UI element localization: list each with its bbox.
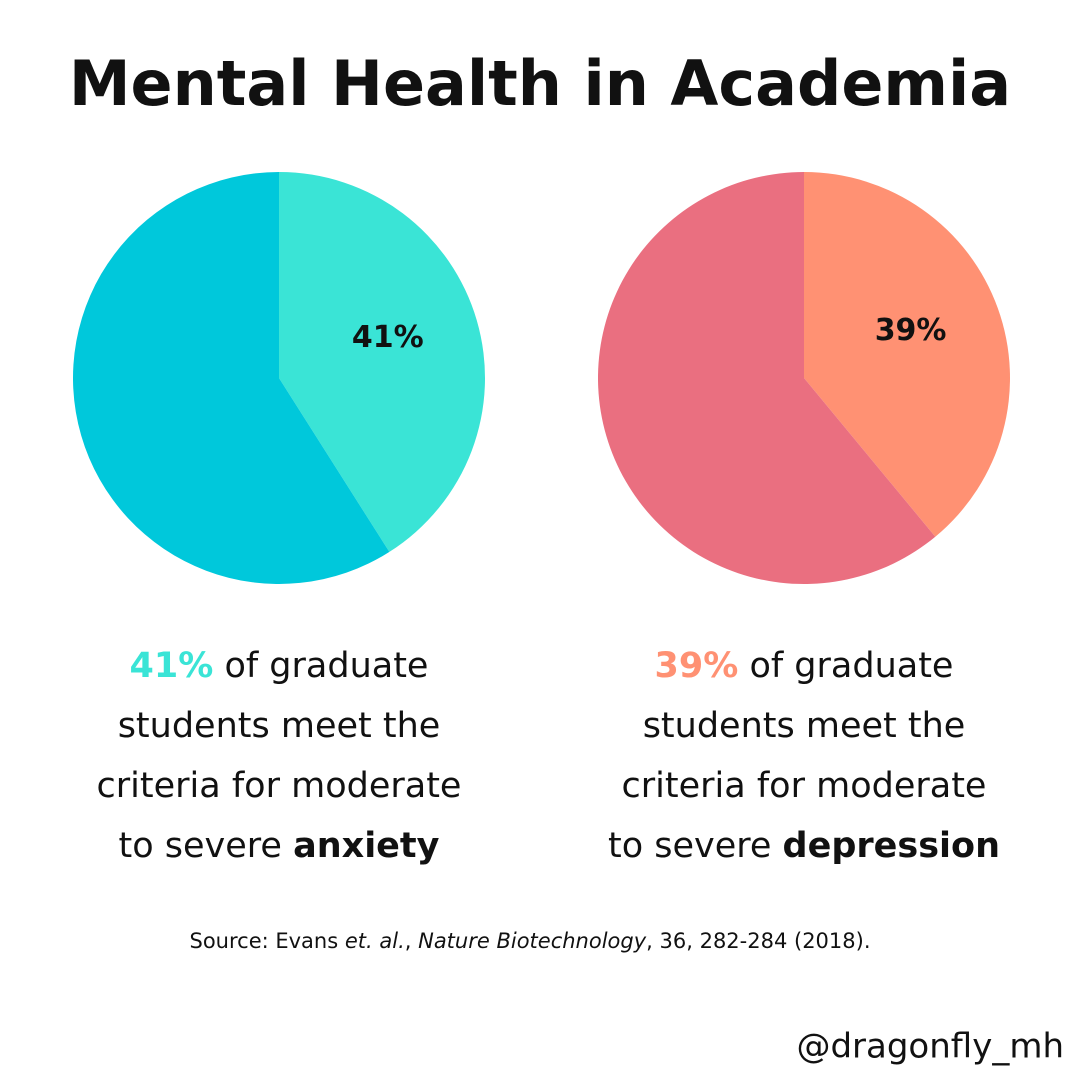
title: Mental Health in Academia xyxy=(69,47,1011,120)
source-part: et. al. xyxy=(345,929,405,953)
caption-line: to severe anxiety xyxy=(119,826,440,866)
pie-slice xyxy=(73,171,390,585)
caption-emphasis: anxiety xyxy=(293,826,440,866)
caption-line: 39% of graduate xyxy=(655,646,954,686)
caption-line: students meet the xyxy=(118,706,441,746)
pie-slice xyxy=(279,172,486,552)
source-part: Source: Evans xyxy=(189,929,344,953)
caption-line: criteria for moderate xyxy=(622,766,987,806)
caption-text: criteria for moderate xyxy=(97,766,462,806)
pie-slice xyxy=(597,172,936,584)
caption-emphasis: depression xyxy=(783,826,1000,866)
caption-line: 41% of graduate xyxy=(130,646,429,686)
caption-highlight: 39% xyxy=(655,646,739,686)
caption-text: criteria for moderate xyxy=(622,766,987,806)
caption-text: of graduate xyxy=(749,646,953,686)
caption-text: students meet the xyxy=(118,706,441,746)
caption-line: criteria for moderate xyxy=(97,766,462,806)
source-part: , xyxy=(405,929,418,953)
handle: @dragonfly_mh xyxy=(796,1027,1064,1067)
pie-slice xyxy=(804,172,1010,537)
caption-line: students meet the xyxy=(643,706,966,746)
slice-label: 39% xyxy=(875,313,947,348)
source: Source: Evans et. al., Nature Biotechnol… xyxy=(189,929,870,953)
caption-text: to severe xyxy=(119,826,282,866)
slice-label: 41% xyxy=(352,320,424,355)
caption-text: of graduate xyxy=(224,646,428,686)
caption-text: students meet the xyxy=(643,706,966,746)
caption-highlight: 41% xyxy=(130,646,214,686)
caption-line: to severe depression xyxy=(608,826,1000,866)
source-part: , 36, 282-284 (2018). xyxy=(646,929,870,953)
source-part: Nature Biotechnology xyxy=(418,929,647,953)
caption-text: to severe xyxy=(608,826,771,866)
